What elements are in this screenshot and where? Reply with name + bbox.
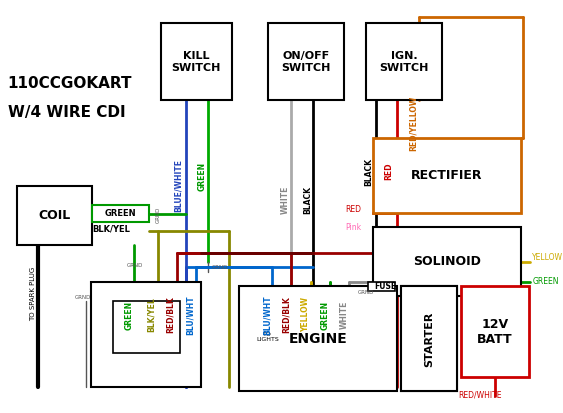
Text: GREEN: GREEN xyxy=(105,209,136,218)
Text: 110CCGOKART: 110CCGOKART xyxy=(8,76,132,91)
Text: RED/YELLOW: RED/YELLOW xyxy=(408,96,417,152)
Text: GRND: GRND xyxy=(358,290,374,295)
Text: GRND: GRND xyxy=(156,206,161,223)
Text: STARTER: STARTER xyxy=(424,311,434,367)
Bar xyxy=(366,24,443,100)
Text: WHITE: WHITE xyxy=(280,186,289,214)
Bar xyxy=(113,301,180,353)
Bar xyxy=(91,282,200,387)
Text: CDI: CDI xyxy=(132,327,159,341)
Text: BLACK: BLACK xyxy=(303,186,312,214)
Text: GREEN: GREEN xyxy=(124,300,133,330)
Text: TO
LIGHTS: TO LIGHTS xyxy=(256,332,279,342)
Text: W/4 WIRE CDI: W/4 WIRE CDI xyxy=(8,105,126,120)
Text: COIL: COIL xyxy=(38,209,70,222)
Text: RED/BLK: RED/BLK xyxy=(166,297,175,333)
Text: ENGINE: ENGINE xyxy=(288,332,347,346)
Text: GRND: GRND xyxy=(127,263,144,268)
Bar xyxy=(17,186,92,245)
Text: BLU/WHT: BLU/WHT xyxy=(186,295,195,335)
Text: 12V
BATT: 12V BATT xyxy=(477,318,513,346)
Text: YELLOW: YELLOW xyxy=(301,297,310,332)
Text: IGN.
SWITCH: IGN. SWITCH xyxy=(379,51,429,73)
Text: SOLINOID: SOLINOID xyxy=(413,255,481,268)
Text: GRND: GRND xyxy=(212,265,229,270)
Text: STARTER: STARTER xyxy=(0,412,1,413)
Bar xyxy=(461,286,529,377)
Text: BLK/YEL: BLK/YEL xyxy=(146,298,155,332)
Text: ON/OFF
SWITCH: ON/OFF SWITCH xyxy=(281,51,330,73)
Bar xyxy=(401,286,457,392)
Bar xyxy=(401,286,457,392)
Bar xyxy=(92,205,149,222)
Text: BLUE/WHITE: BLUE/WHITE xyxy=(174,159,183,212)
Bar xyxy=(373,227,521,296)
Text: BLACK: BLACK xyxy=(364,158,373,185)
Bar xyxy=(373,138,521,213)
Text: RED: RED xyxy=(385,163,394,180)
Text: GREEN: GREEN xyxy=(198,162,207,191)
Bar xyxy=(267,24,344,100)
Text: RECTIFIER: RECTIFIER xyxy=(411,169,482,182)
Text: WHITE: WHITE xyxy=(339,301,348,329)
Text: RED: RED xyxy=(345,205,361,214)
Text: Pink: Pink xyxy=(345,223,361,232)
Text: RED/WHITE: RED/WHITE xyxy=(459,390,502,399)
Text: TO SPARK PLUG: TO SPARK PLUG xyxy=(30,267,37,321)
Text: YELLOW: YELLOW xyxy=(532,253,563,262)
Text: BLU/WHT: BLU/WHT xyxy=(263,295,272,335)
Text: FUSE: FUSE xyxy=(374,282,396,291)
Text: BLK/YEL: BLK/YEL xyxy=(92,224,130,233)
Text: KILL
SWITCH: KILL SWITCH xyxy=(172,51,221,73)
Text: GRND: GRND xyxy=(74,295,91,300)
Text: GREEN: GREEN xyxy=(320,300,329,330)
Text: GREEN: GREEN xyxy=(532,277,559,286)
Bar xyxy=(239,286,396,392)
Text: RED/BLK: RED/BLK xyxy=(282,297,291,333)
Bar xyxy=(160,24,232,100)
Bar xyxy=(368,282,395,291)
